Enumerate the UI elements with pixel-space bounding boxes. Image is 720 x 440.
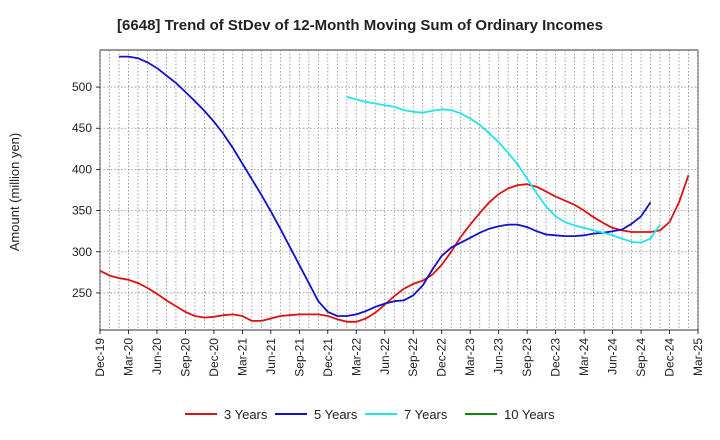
x-tick-label: Mar-24 [577,338,591,376]
chart-title: [6648] Trend of StDev of 12-Month Moving… [117,17,603,34]
series-line-1 [119,55,652,317]
legend: 3 Years 5 Years 7 Years 10 Years [185,407,555,422]
series-line-0 [99,174,690,323]
series-line-2 [346,96,661,244]
y-tick-label: 300 [72,245,92,259]
grid [99,50,699,330]
x-tick-label: Sep-23 [520,338,534,377]
series-lines [99,55,690,323]
x-tick-label: Dec-21 [321,338,335,377]
legend-label-1: 5 Years [314,407,358,422]
y-tick-label: 400 [72,162,92,176]
x-tick-label: Jun-20 [150,338,164,375]
x-tick-label: Mar-21 [235,338,249,376]
x-tick-label: Sep-20 [178,338,192,377]
x-tick-label: Mar-22 [349,338,363,376]
x-tick-label: Mar-23 [463,338,477,376]
x-tick-label: Dec-24 [663,338,677,377]
x-tick-label: Jun-23 [492,338,506,375]
x-tick-label: Dec-23 [549,338,563,377]
y-tick-label: 500 [72,80,92,94]
x-tick-label: Sep-24 [634,338,648,377]
y-axis-label: Amount (million yen) [7,133,22,252]
x-tick-label: Dec-22 [435,338,449,377]
x-tick-label: Sep-21 [292,338,306,377]
x-tick-label: Mar-20 [121,338,135,376]
x-tick-label: Jun-21 [264,338,278,375]
x-tick-label: Jun-22 [378,338,392,375]
x-tick-label: Sep-22 [406,338,420,377]
x-tick-label: Dec-20 [207,338,221,377]
legend-label-0: 3 Years [224,407,268,422]
y-tick-label: 350 [72,204,92,218]
x-tick-label: Mar-25 [691,338,705,376]
y-tick-label: 250 [72,286,92,300]
y-tick-label: 450 [72,121,92,135]
legend-label-2: 7 Years [404,407,448,422]
y-ticks: 250 300 350 400 450 500 [72,80,100,300]
x-tick-label: Dec-19 [93,338,107,377]
x-tick-label: Jun-24 [606,338,620,375]
x-ticks: Dec-19 Mar-20 Jun-20 Sep-20 Dec-20 Mar-21 Jun-… [93,330,705,377]
plot-area [99,49,699,331]
legend-label-3: 10 Years [504,407,555,422]
